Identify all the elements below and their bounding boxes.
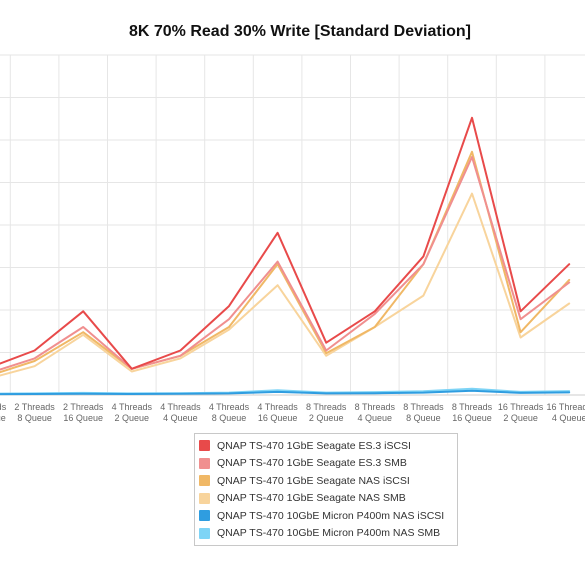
x-tick-label: 8 Threads <box>355 402 396 412</box>
legend-label: QNAP TS-470 1GbE Seagate ES.3 iSCSI <box>217 439 411 452</box>
series-line-3 <box>0 150 571 374</box>
legend-item[interactable]: QNAP TS-470 1GbE Seagate ES.3 iSCSI <box>199 437 453 455</box>
x-tick-label: 2 Threads <box>63 402 104 412</box>
legend-swatch <box>199 510 210 522</box>
x-tick-label: 1 Threads <box>0 402 7 412</box>
series-line-4 <box>0 192 571 377</box>
legend-swatch <box>199 457 210 469</box>
legend-swatch <box>199 527 210 539</box>
legend-swatch <box>199 492 210 504</box>
x-tick-label: 4 Threads <box>209 402 250 412</box>
x-tick-label: 16 Queue <box>258 413 298 423</box>
legend-item[interactable]: QNAP TS-470 1GbE Seagate NAS iSCSI <box>199 472 453 490</box>
x-tick-label: 16 Threads <box>547 402 585 412</box>
x-tick-label: 16 Queue <box>452 413 492 423</box>
x-tick-label: 16 Threads <box>498 402 544 412</box>
x-tick-label: 8 Queue <box>17 413 52 423</box>
legend-item[interactable]: QNAP TS-470 10GbE Micron P400m NAS iSCSI <box>199 507 453 525</box>
legend-label: QNAP TS-470 1GbE Seagate ES.3 SMB <box>217 457 407 470</box>
legend-item[interactable]: QNAP TS-470 1GbE Seagate NAS SMB <box>199 490 453 508</box>
chart-title: 8K 70% Read 30% Write [Standard Deviatio… <box>129 23 471 40</box>
legend-label: QNAP TS-470 10GbE Micron P400m NAS iSCSI <box>217 509 445 522</box>
legend-label: QNAP TS-470 10GbE Micron P400m NAS SMB <box>217 527 441 540</box>
x-tick-label: 16 Queue <box>0 413 6 423</box>
legend-item[interactable]: QNAP TS-470 10GbE Micron P400m NAS SMB <box>199 525 453 543</box>
x-tick-label: 8 Threads <box>452 402 493 412</box>
x-tick-label: 2 Queue <box>503 413 538 423</box>
x-tick-label: 4 Threads <box>160 402 201 412</box>
x-tick-label: 4 Threads <box>112 402 153 412</box>
x-tick-label: 8 Threads <box>403 402 444 412</box>
series-lines <box>0 116 571 396</box>
series-line-5 <box>0 389 571 396</box>
x-tick-label: 4 Threads <box>257 402 298 412</box>
x-tick-label: 2 Threads <box>14 402 55 412</box>
x-tick-label: 4 Queue <box>358 413 393 423</box>
legend-label: QNAP TS-470 1GbE Seagate NAS SMB <box>217 492 406 505</box>
x-tick-label: 8 Queue <box>212 413 247 423</box>
series-line-1 <box>0 116 571 370</box>
legend-label: QNAP TS-470 1GbE Seagate NAS iSCSI <box>217 474 410 487</box>
grid <box>0 54 585 396</box>
series-line-2 <box>0 156 571 371</box>
legend-swatch <box>199 440 210 452</box>
legend: QNAP TS-470 1GbE Seagate ES.3 iSCSI QNAP … <box>194 433 458 546</box>
x-tick-label: 4 Queue <box>163 413 198 423</box>
legend-swatch <box>199 475 210 487</box>
x-tick-label: 8 Queue <box>406 413 441 423</box>
x-tick-label: 16 Queue <box>63 413 103 423</box>
x-tick-label: 8 Threads <box>306 402 347 412</box>
x-tick-label: 2 Queue <box>115 413 150 423</box>
x-tick-label: 2 Queue <box>309 413 344 423</box>
x-tick-label: 4 Queue <box>552 413 585 423</box>
legend-item[interactable]: QNAP TS-470 1GbE Seagate ES.3 SMB <box>199 455 453 473</box>
